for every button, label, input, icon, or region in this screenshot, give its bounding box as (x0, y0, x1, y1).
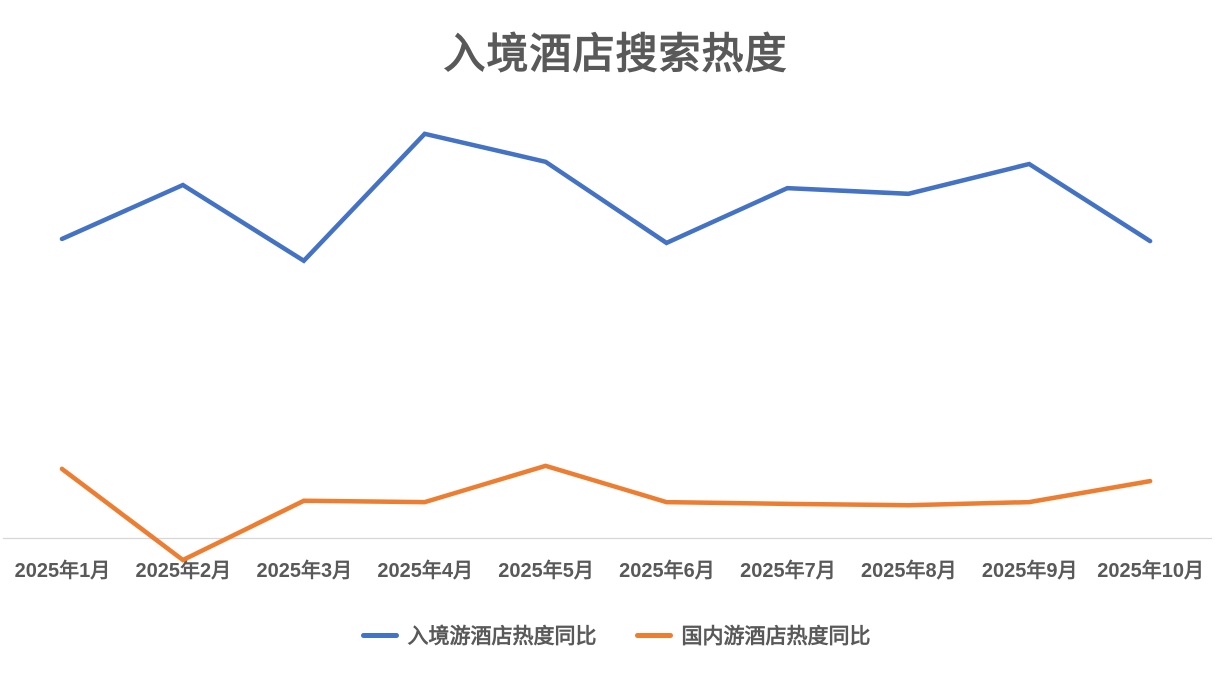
legend-line-swatch-domestic-icon (634, 632, 673, 638)
chart-title: 入境酒店搜索热度 (443, 30, 788, 77)
x-axis-tick-label: 2025年9月 (981, 560, 1078, 582)
legend-line-swatch-inbound-icon (360, 632, 399, 638)
legend-item-domestic: 国内游酒店热度同比 (634, 620, 871, 650)
x-axis-tick-label: 2025年4月 (377, 560, 473, 582)
legend: 入境游酒店热度同比 国内游酒店热度同比 (0, 620, 1231, 650)
x-axis-tick-label: 2025年10月 (1097, 560, 1204, 582)
legend-item-inbound: 入境游酒店热度同比 (360, 620, 597, 650)
x-axis-tick-label: 2025年8月 (860, 560, 957, 582)
series-line-domestic (59, 463, 1153, 563)
x-axis-tick-label: 2025年3月 (256, 560, 353, 582)
x-axis-tick-label: 2025年1月 (14, 560, 111, 582)
series-line-inbound (59, 131, 1153, 264)
legend-label-domestic: 国内游酒店热度同比 (681, 625, 871, 648)
x-axis-tick-label: 2025年7月 (740, 560, 836, 582)
x-axis-labels: 2025年1月 2025年2月 2025年3月 2025年4月 2025年5月 … (2, 554, 1211, 583)
x-axis-tick-label: 2025年6月 (619, 560, 715, 582)
x-axis-tick-label: 2025年2月 (135, 560, 232, 582)
legend-label-inbound: 入境游酒店热度同比 (407, 625, 597, 648)
x-axis-tick-label: 2025年5月 (498, 560, 594, 582)
